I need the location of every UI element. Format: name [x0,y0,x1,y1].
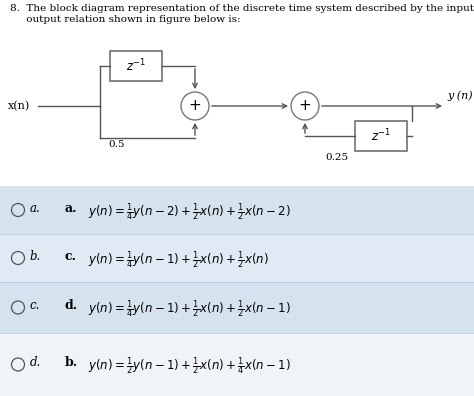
Bar [355,121,407,151]
Text: y (n): y (n) [447,91,473,101]
Bar [110,51,162,81]
Text: +: + [189,97,201,112]
Text: c.: c. [30,299,40,312]
Bar [0,186,474,234]
Text: b.: b. [65,356,78,369]
Bar [0,333,474,396]
Text: d.: d. [65,299,78,312]
Text: $y(n)=\frac{1}{2}y(n-1)+\frac{1}{2}x(n)+\frac{1}{4}x(n-1)$: $y(n)=\frac{1}{2}y(n-1)+\frac{1}{2}x(n)+… [88,356,291,377]
Text: $y(n)=\frac{1}{4}y(n-1)+\frac{1}{2}x(n)+\frac{1}{2}x(n-1)$: $y(n)=\frac{1}{4}y(n-1)+\frac{1}{2}x(n)+… [88,299,291,320]
Text: $y(n)=\frac{1}{4}y(n-2)+\frac{1}{2}x(n)+\frac{1}{2}x(n-2)$: $y(n)=\frac{1}{4}y(n-2)+\frac{1}{2}x(n)+… [88,201,291,223]
Text: output relation shown in figure below is:: output relation shown in figure below is… [10,15,240,24]
Text: a.: a. [65,202,78,215]
Text: $z^{-1}$: $z^{-1}$ [371,128,391,144]
Text: +: + [299,97,311,112]
Text: b.: b. [30,249,41,263]
Text: 0.5: 0.5 [108,140,125,149]
Text: a.: a. [30,202,41,215]
Bar [0,234,474,282]
Text: c.: c. [65,249,77,263]
Text: 0.25: 0.25 [325,153,348,162]
Text: d.: d. [30,356,41,369]
Text: $y(n)=\frac{1}{4}y(n-1)+\frac{1}{2}x(n)+\frac{1}{2}x(n)$: $y(n)=\frac{1}{4}y(n-1)+\frac{1}{2}x(n)+… [88,249,269,271]
Text: $z^{-1}$: $z^{-1}$ [126,58,146,74]
Bar [0,282,474,333]
Text: x(n): x(n) [8,101,30,111]
Text: 8.  The block diagram representation of the discrete time system described by th: 8. The block diagram representation of t… [10,4,474,13]
